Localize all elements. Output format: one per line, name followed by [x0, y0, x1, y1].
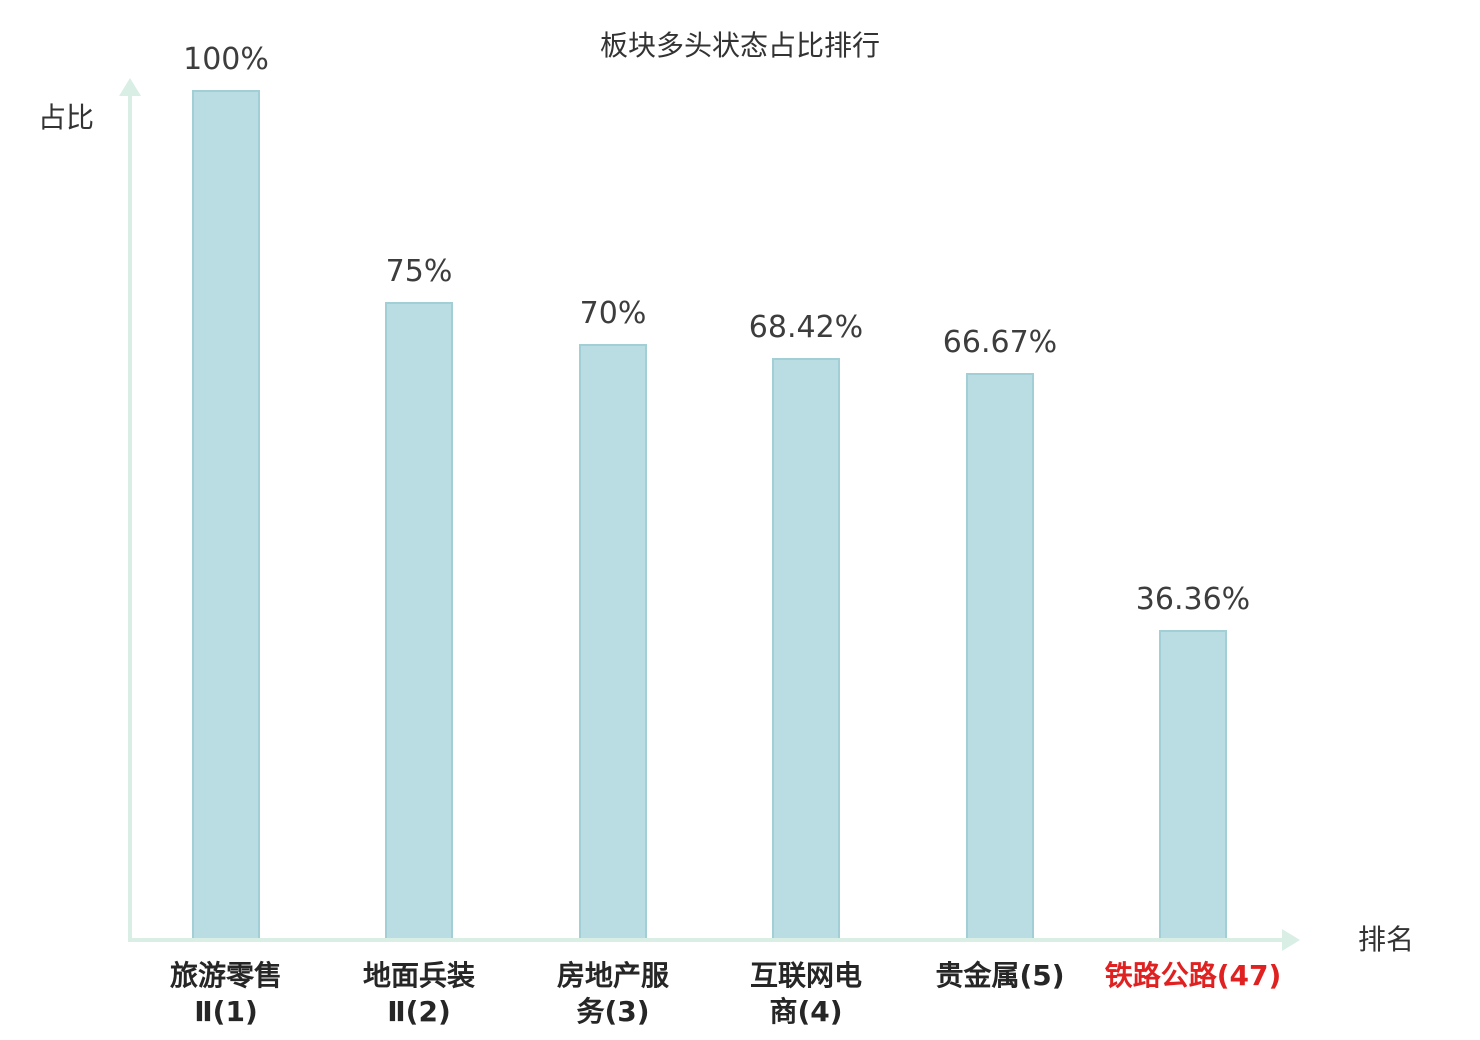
x-axis-arrow-icon	[1282, 929, 1300, 951]
bar-3	[579, 344, 647, 938]
y-axis-line	[128, 94, 132, 942]
bar-value-label-4: 68.42%	[748, 310, 864, 345]
chart-title: 板块多头状态占比排行	[599, 29, 880, 62]
bar-1	[192, 90, 260, 938]
x-axis-label: 排名	[1358, 923, 1415, 956]
bar-value-label-6: 36.36%	[1135, 582, 1251, 617]
bar-value-label-5: 66.67%	[942, 325, 1058, 360]
bar-5	[966, 373, 1034, 938]
bar-2	[385, 302, 453, 938]
y-axis-arrow-icon	[119, 78, 141, 96]
category-label-2: 地面兵装 Ⅱ(2)	[362, 959, 475, 1028]
bar-value-label-3: 70%	[579, 296, 647, 331]
category-label-5: 贵金属(5)	[935, 959, 1065, 992]
category-label-3: 房地产服 务(3)	[556, 959, 669, 1028]
bar-value-label-1: 100%	[183, 42, 269, 77]
bar-value-label-2: 75%	[385, 254, 453, 289]
bar-6	[1159, 630, 1227, 938]
category-label-4: 互联网电 商(4)	[749, 959, 862, 1028]
category-label-6: 铁路公路(47)	[1104, 959, 1282, 992]
category-label-1: 旅游零售 Ⅱ(1)	[169, 959, 282, 1028]
x-axis-line	[128, 938, 1284, 942]
y-axis-label: 占比	[38, 101, 95, 134]
bar-4	[772, 358, 840, 938]
